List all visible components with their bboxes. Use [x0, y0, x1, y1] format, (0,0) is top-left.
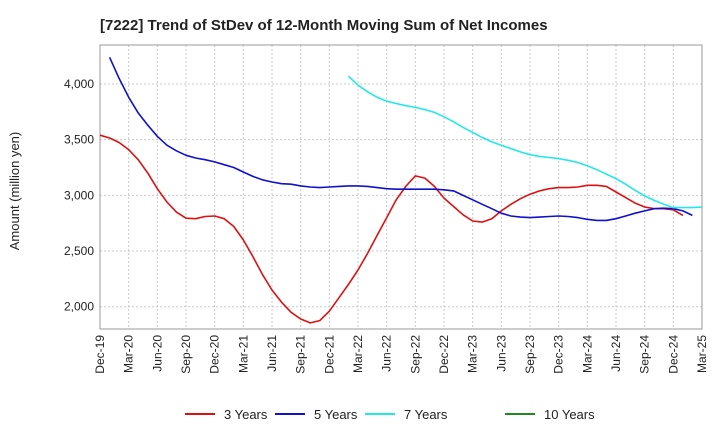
y-tick-label: 2,500 — [64, 244, 94, 258]
x-tick-label: Jun-21 — [265, 335, 279, 372]
series-lines — [99, 56, 703, 324]
x-gridlines — [128, 45, 674, 329]
x-tick-label: Mar-25 — [695, 335, 709, 373]
plot-area — [99, 44, 703, 330]
x-tick-label: Jun-23 — [494, 335, 508, 372]
x-tick-labels: Dec-19 Mar-20 Jun-20 Sep-20 Dec-20 Mar-21 Jun-… — [93, 335, 709, 374]
x-tick-label: Dec-21 — [322, 335, 336, 374]
y-tick-label: 2,000 — [64, 300, 94, 314]
x-tick-label: Mar-22 — [351, 335, 365, 373]
x-tick-label: Dec-23 — [552, 335, 566, 374]
legend: 3 Years 5 Years 7 Years 10 Years — [185, 407, 595, 422]
x-tick-label: Jun-24 — [609, 335, 623, 372]
legend-label: 5 Years — [314, 407, 358, 422]
x-tick-label: Jun-20 — [150, 335, 164, 372]
x-tick-label: Mar-23 — [466, 335, 480, 373]
y-axis-label: Amount (million yen) — [7, 132, 22, 251]
x-tick-label: Mar-21 — [236, 335, 250, 373]
x-tick-label: Sep-20 — [179, 335, 193, 374]
x-tick-label: Mar-20 — [122, 335, 136, 373]
y-gridlines — [100, 83, 702, 308]
y-tick-label: 4,000 — [64, 77, 94, 91]
x-tick-label: Sep-22 — [408, 335, 422, 374]
series-line-7-years — [347, 75, 703, 209]
series-line-3-years — [99, 134, 684, 324]
y-tick-label: 3,000 — [64, 188, 94, 202]
x-tick-label: Dec-20 — [208, 335, 222, 374]
x-tick-label: Sep-23 — [523, 335, 537, 374]
x-tick-label: Mar-24 — [580, 335, 594, 373]
chart-title: [7222] Trend of StDev of 12-Month Moving… — [100, 17, 548, 34]
x-tick-label: Dec-22 — [437, 335, 451, 374]
x-tick-label: Sep-24 — [638, 335, 652, 374]
legend-label: 7 Years — [404, 407, 448, 422]
series-line-5-years — [108, 56, 693, 222]
x-tick-label: Dec-19 — [93, 335, 107, 374]
x-tick-label: Sep-21 — [294, 335, 308, 374]
x-tick-label: Dec-24 — [666, 335, 680, 374]
y-tick-labels: 2,000 2,500 3,000 3,500 4,000 — [64, 77, 94, 314]
x-tick-label: Jun-22 — [380, 335, 394, 372]
legend-label: 10 Years — [544, 407, 595, 422]
y-tick-label: 3,500 — [64, 133, 94, 147]
legend-label: 3 Years — [224, 407, 268, 422]
